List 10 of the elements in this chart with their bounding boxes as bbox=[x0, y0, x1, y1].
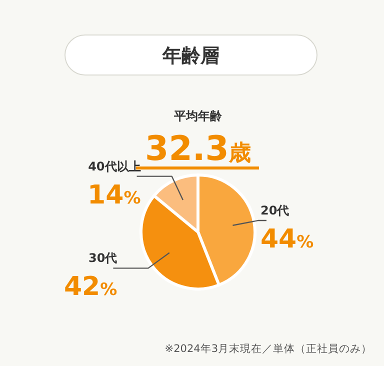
slice-label: 30代 bbox=[88, 251, 118, 266]
chart-title: 年齢層 bbox=[162, 45, 220, 67]
data-label: 14% bbox=[88, 180, 141, 210]
text: 32.3歳 bbox=[145, 129, 251, 169]
slice-label: 20代 bbox=[260, 203, 290, 218]
chart-subtitle: 平均年齢 bbox=[173, 109, 223, 123]
text: ※2024年3月末現在／単体（正社員のみ） bbox=[164, 342, 372, 355]
data-label: 42% bbox=[64, 272, 118, 302]
slice-label: 40代以上 bbox=[88, 159, 141, 174]
data-label: 44% bbox=[260, 224, 314, 254]
